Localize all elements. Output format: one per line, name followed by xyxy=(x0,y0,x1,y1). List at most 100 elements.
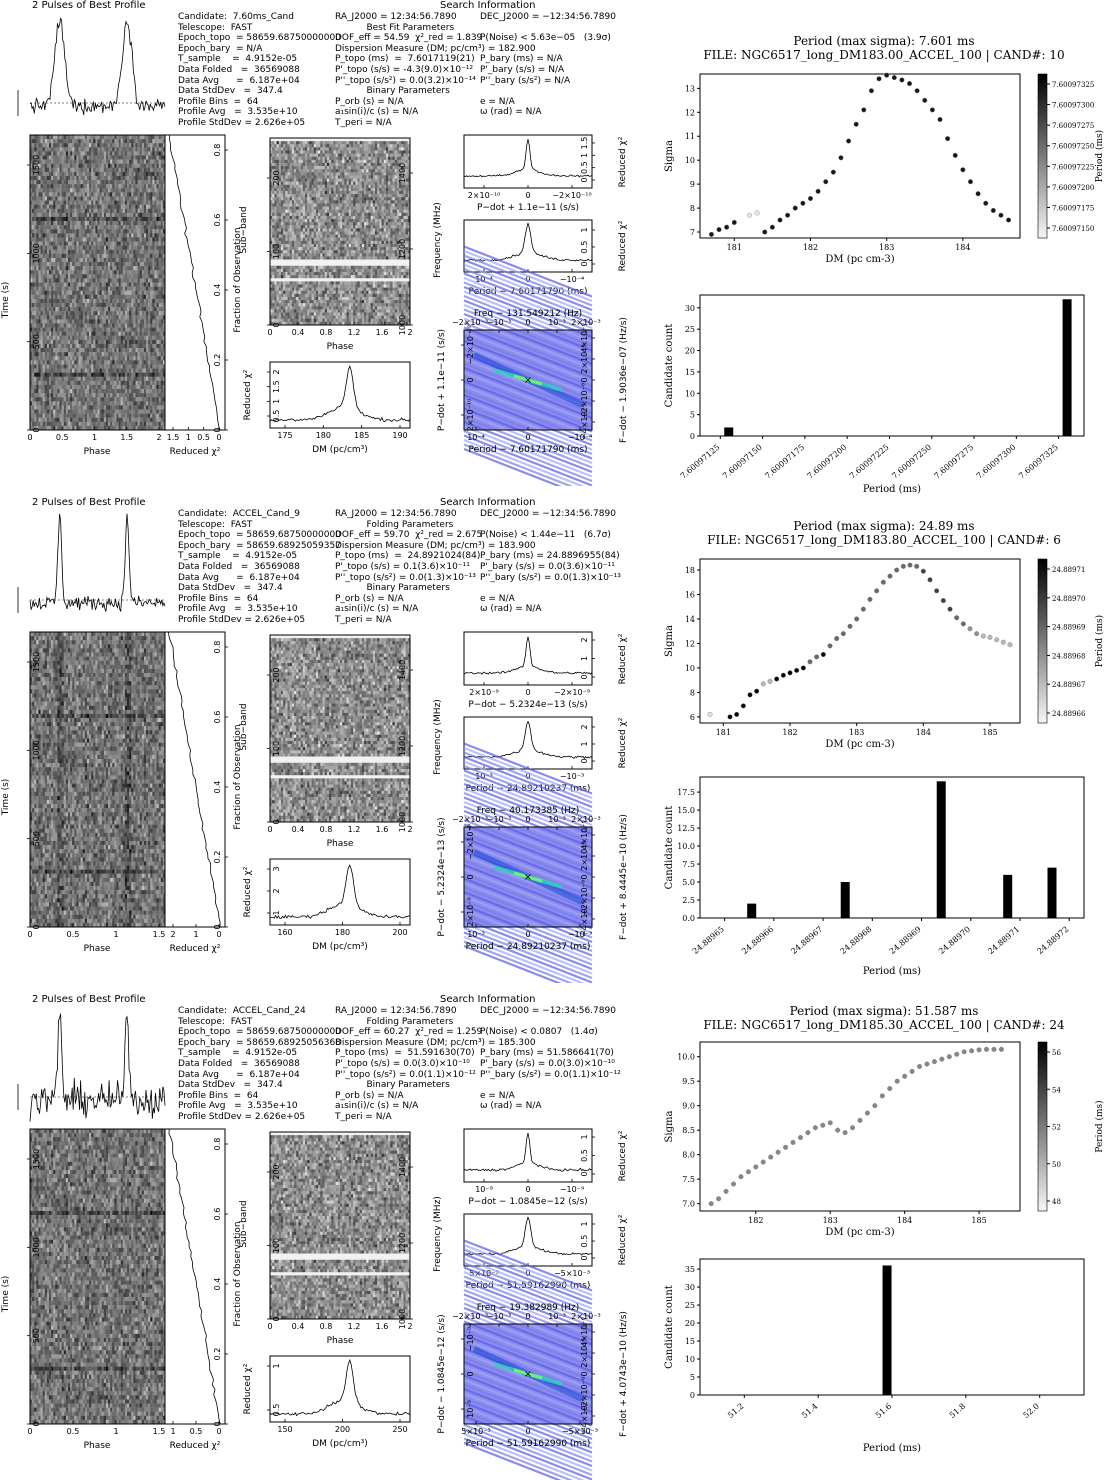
subband-axis-label: Sub−band xyxy=(239,1200,249,1247)
y-axis-label: Sigma xyxy=(664,140,675,172)
x-tick-label: 52.0 xyxy=(1022,1402,1041,1420)
dm-frame xyxy=(270,1356,410,1422)
x-axis-label: DM (pc cm-3) xyxy=(825,739,894,750)
scatter-point xyxy=(716,1196,721,1201)
y-tick-label: 8 xyxy=(690,688,695,697)
scatter-point xyxy=(868,597,873,602)
y-axis-label: Candidate count xyxy=(664,1285,675,1369)
y-tick-label: 15 xyxy=(685,1337,695,1346)
phase-axis-label: Phase xyxy=(327,839,354,849)
x-tick-label: 184 xyxy=(897,1216,912,1225)
fdot-tick: 0 xyxy=(580,874,589,879)
pdot-axis-label: P−dot + 1.1e−11 (s/s) xyxy=(437,329,447,431)
time-tick: 1500 xyxy=(32,155,41,175)
phase-tick: 0.4 xyxy=(292,825,305,834)
pdot-axis-label: P−dot − 5.2324e−13 (s/s) xyxy=(437,817,447,936)
chi2-tick: 0.5 xyxy=(580,241,589,254)
scatter-point xyxy=(877,76,882,81)
y-tick-label: 10.0 xyxy=(677,1053,695,1062)
phase-tick: 2 xyxy=(407,328,412,337)
dm-axis-label: DM (pc/cm³) xyxy=(312,1439,368,1449)
x-tick-label: 51.4 xyxy=(800,1402,819,1420)
chi2-tick: 0 xyxy=(216,930,221,939)
freq-tick: −10⁻³ xyxy=(487,318,511,327)
pdot-tick: 0 xyxy=(525,191,530,200)
pdot-frame xyxy=(464,632,592,685)
x-tick-label: 24.88966 xyxy=(740,925,775,956)
x-tick-label: 51.8 xyxy=(948,1402,967,1420)
scatter-point xyxy=(794,668,799,673)
scatter-point xyxy=(717,227,722,232)
y-tick-label: 17.5 xyxy=(677,788,695,797)
chi2-tick: 1 xyxy=(580,741,589,746)
fraction-tick: 0.8 xyxy=(213,641,222,654)
phase-tick: 0 xyxy=(267,825,272,834)
scatter-point xyxy=(841,631,846,636)
scatter-point xyxy=(806,1130,811,1135)
phase-tick: 0 xyxy=(267,1322,272,1331)
y-tick-label: 5 xyxy=(690,1373,695,1382)
scatter-title: Period (max sigma): 7.601 ms xyxy=(660,34,1108,48)
phase-tick: 0.4 xyxy=(292,328,305,337)
y-tick-label: 10 xyxy=(685,1355,695,1364)
histogram-bar xyxy=(747,904,756,918)
chi2-vs-period-line xyxy=(464,722,592,759)
fdot-tick: −4×10⁻⁶ xyxy=(580,901,589,937)
scatter-point xyxy=(999,213,1004,218)
chi2-tick: 2 xyxy=(170,930,175,939)
time-tick: 0 xyxy=(32,924,41,929)
pdot-tick: 2×10⁻⁹ xyxy=(469,688,498,697)
scatter-point xyxy=(953,153,958,158)
y-tick-label: 0 xyxy=(690,432,695,441)
colorbar-tick-label: 7.60097250 xyxy=(1052,143,1094,151)
subband-phase-greyscale xyxy=(270,635,410,822)
x-axis-label: DM (pc cm-3) xyxy=(825,254,894,265)
scatter-point xyxy=(768,679,773,684)
scatter-point xyxy=(854,617,859,622)
scatter-point xyxy=(762,230,767,235)
x-tick-label: 51.6 xyxy=(874,1402,893,1420)
pdot-tick: 2×10⁻¹⁰ xyxy=(468,191,501,200)
scatter-point xyxy=(747,213,752,218)
candidate-summary-3: Period (max sigma): 51.587 ms FILE: NGC6… xyxy=(660,994,1108,1480)
scatter-point xyxy=(1006,218,1011,223)
scatter-title: Period (max sigma): 24.89 ms xyxy=(660,519,1108,533)
time-phase-greyscale xyxy=(30,135,165,430)
fraction-tick: 0.8 xyxy=(213,144,222,157)
scatter-point xyxy=(820,1123,825,1128)
pdot-tick: −2×10⁻⁹ xyxy=(466,824,475,860)
x-tick-label: 7.60097275 xyxy=(932,443,975,481)
frequency-axis-label: Frequency (MHz) xyxy=(433,699,443,775)
period-tick: −10⁻³ xyxy=(560,772,584,781)
y-tick-label: 30 xyxy=(685,1283,695,1292)
scatter-point xyxy=(981,634,986,639)
pdot-tick: 10⁻⁹ xyxy=(466,1400,475,1418)
scatter-point xyxy=(746,1170,751,1175)
scatter-point xyxy=(788,671,793,676)
y-tick-label: 35 xyxy=(685,1265,695,1274)
fdot-tick: 0 xyxy=(580,377,589,382)
fraction-tick: 0.4 xyxy=(213,284,222,297)
pdot-tick: 0 xyxy=(466,1371,475,1376)
y-axis-label: Candidate count xyxy=(664,806,675,890)
y-tick-label: 8.5 xyxy=(682,1126,695,1135)
period-tick: 5×10⁻³ xyxy=(461,1427,490,1436)
x-tick-label: 183 xyxy=(879,243,894,252)
fraction-tick: 0.8 xyxy=(213,1138,222,1151)
pdot-tick: 0 xyxy=(466,874,475,879)
subband-tick: 200 xyxy=(272,667,281,682)
scatter-point xyxy=(798,1135,803,1140)
chi2-axis-label: Reduced χ² xyxy=(170,944,221,954)
colorbar xyxy=(1038,559,1047,723)
scatter-point xyxy=(934,589,939,594)
y-tick-label: 20 xyxy=(685,347,695,356)
histogram-bar xyxy=(1003,875,1012,918)
y-tick-label: 25 xyxy=(685,325,695,334)
colorbar-tick-label: 24.88970 xyxy=(1052,595,1085,603)
histogram-bar xyxy=(937,781,946,918)
fdot-tick: −4×10⁻⁶ xyxy=(580,1398,589,1434)
phase-axis-label: Phase xyxy=(327,1336,354,1346)
freq-tick: 0 xyxy=(525,1312,530,1321)
